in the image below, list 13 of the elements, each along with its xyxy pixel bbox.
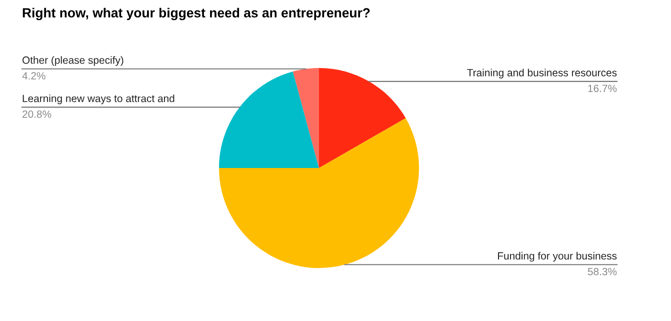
slice-label: Funding for your business <box>498 252 617 262</box>
data-label: 20.8% <box>22 110 52 118</box>
slice-label: Training and business resources <box>467 68 617 78</box>
pie-slice <box>219 71 319 168</box>
chart-title: Right now, what your biggest need as an entrepreneur? <box>22 8 370 20</box>
pie-slice <box>319 68 406 168</box>
data-label: 16.7% <box>588 84 617 92</box>
pie-slice <box>292 68 319 168</box>
slice-label: Learning new ways to attract and <box>22 94 174 104</box>
data-label: 58.3% <box>588 268 617 276</box>
slice-label: Other (please specify) <box>22 56 124 66</box>
data-label: 4.2% <box>22 72 46 80</box>
pie-slice <box>219 118 419 268</box>
